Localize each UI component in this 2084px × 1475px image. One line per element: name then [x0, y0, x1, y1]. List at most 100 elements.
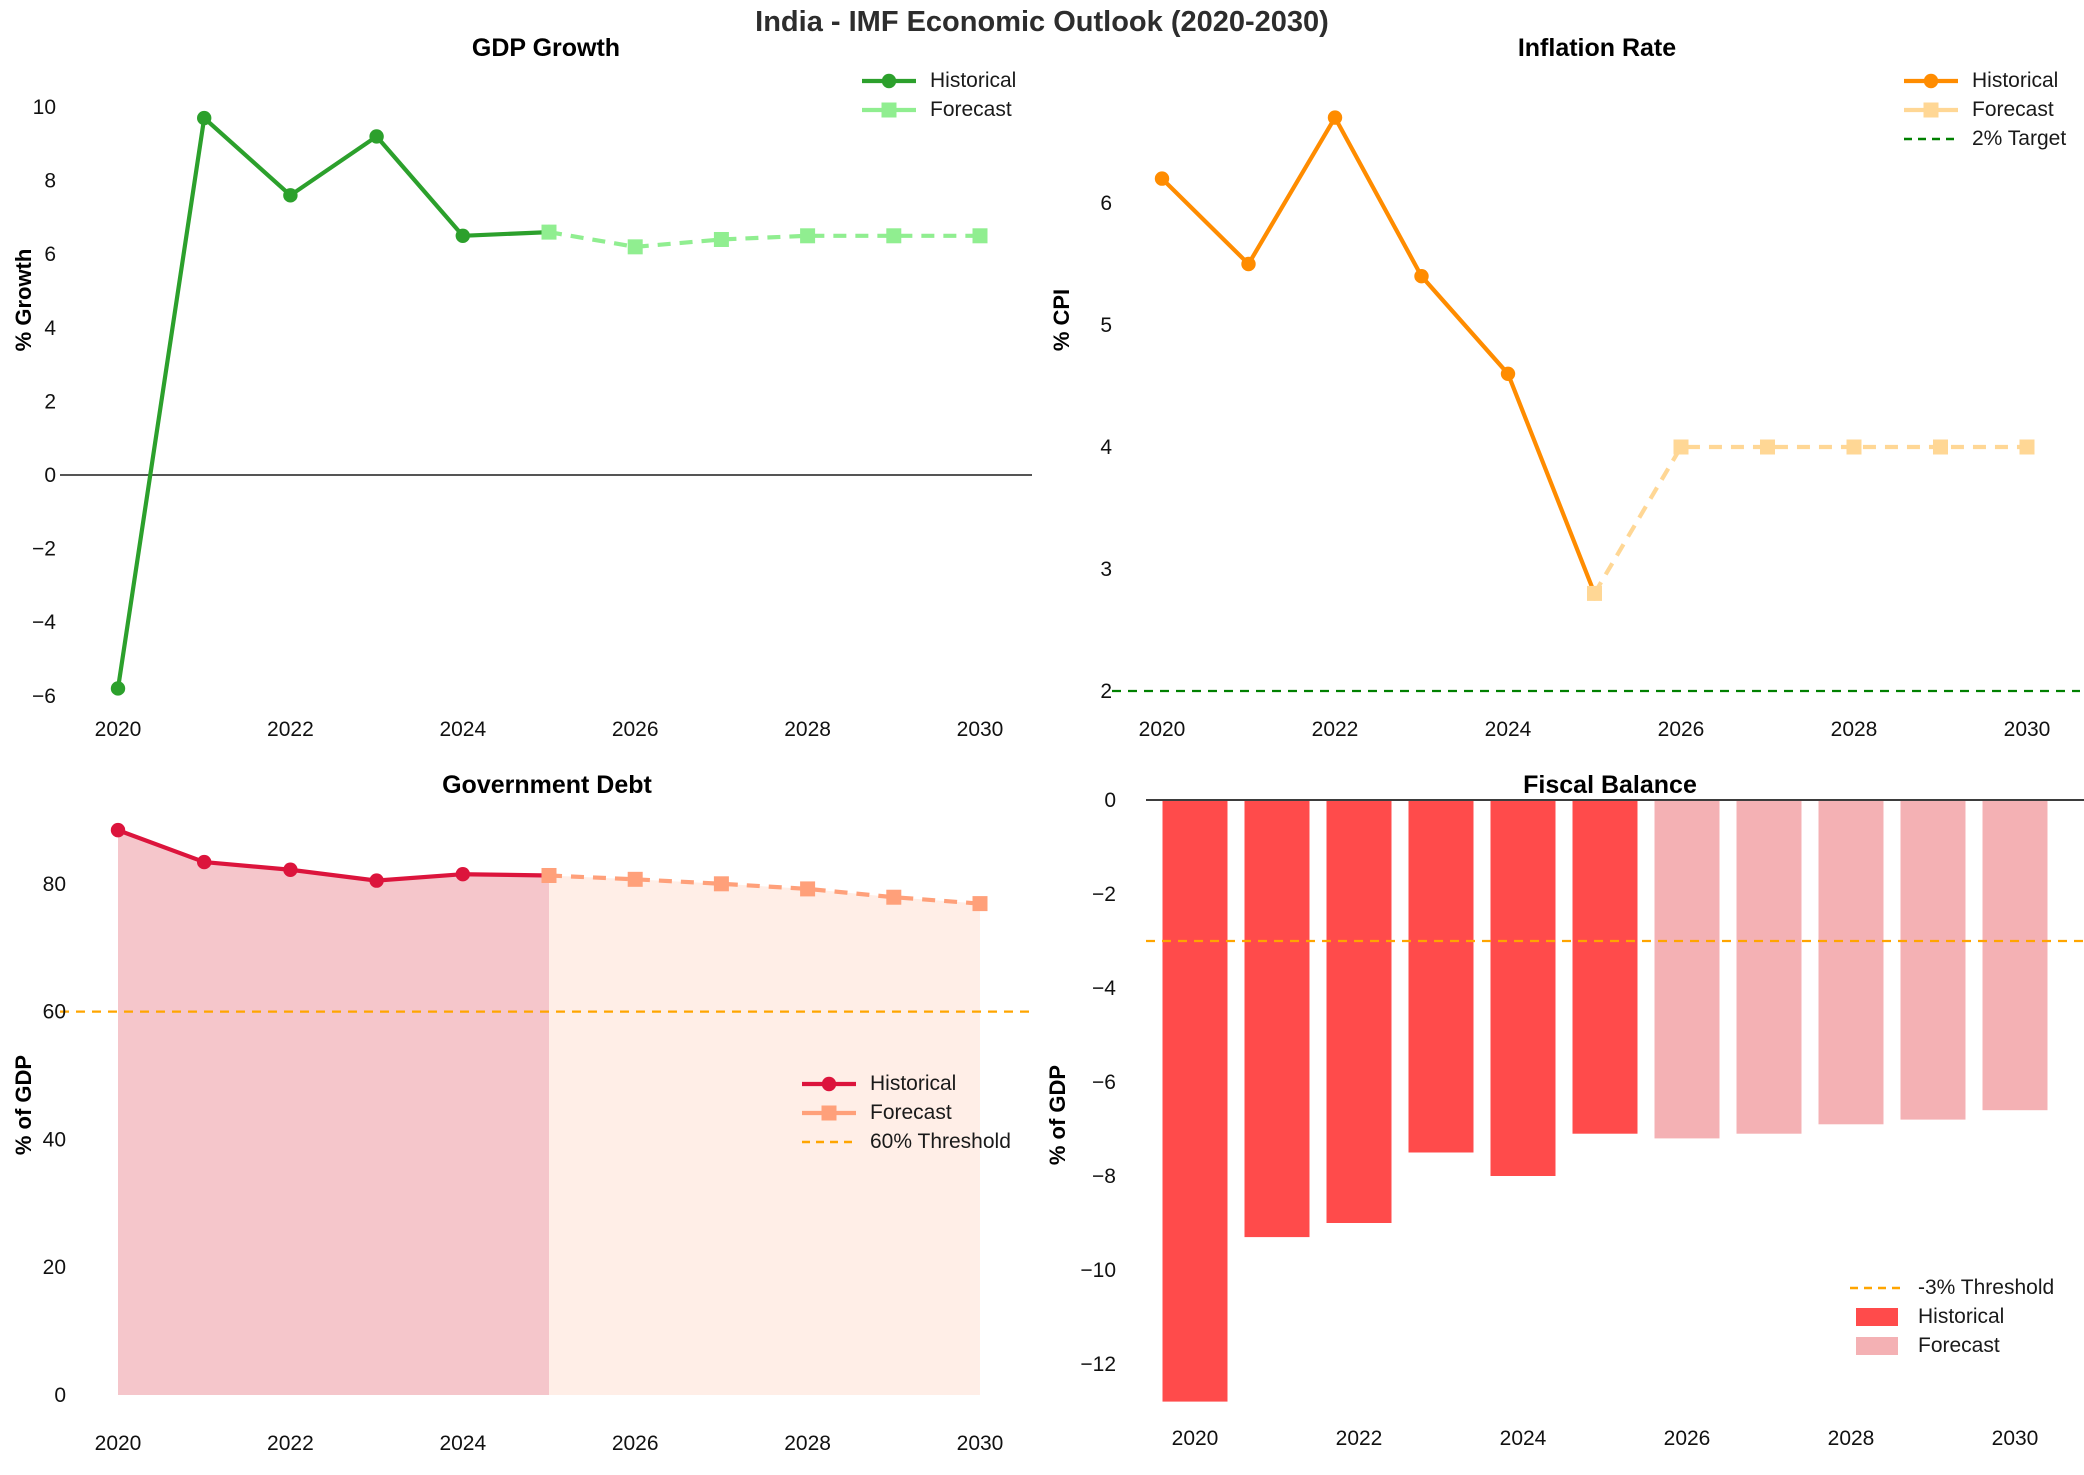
debt-historical-series [110, 822, 557, 888]
debt-chart-title: Government Debt [442, 771, 652, 799]
gdp-marker-2023 [369, 129, 384, 144]
fiscal-bar-2026 [1654, 800, 1720, 1139]
legend-label: Historical [930, 69, 1017, 92]
gdp-chart-title: GDP Growth [471, 34, 621, 62]
inflation-y-tick-4: 4 [1100, 436, 1112, 459]
legend-label: Forecast [870, 1101, 952, 1124]
inflation-marker-2029 [1933, 439, 1948, 455]
debt-x-tick-2020: 2020 [95, 1432, 142, 1455]
debt-marker-2026 [627, 871, 643, 887]
inflation-marker-2022 [1327, 110, 1343, 125]
fiscal-bar-2025 [1572, 800, 1638, 1134]
debt-forecast-series [541, 867, 988, 912]
legend-swatch-line-circle-icon [1902, 71, 1960, 91]
gdp-x-tick-2022: 2022 [267, 718, 314, 741]
legend-swatch-dash-icon [1902, 129, 1960, 149]
inflation-marker-2025 [1587, 585, 1602, 601]
debt-y-tick-20: 20 [43, 1256, 66, 1279]
debt-x-axis-ticks: 2020 2022 2024 2026 2028 2030 [95, 1432, 1004, 1455]
gdp-y-axis-label: % Growth [11, 248, 36, 352]
fiscal-bar-2022 [1326, 800, 1392, 1223]
debt-marker-2021 [197, 854, 212, 870]
gdp-forecast-line [548, 230, 980, 249]
fiscal-legend: -3% Threshold Historical Forecast [1848, 1277, 2054, 1364]
inflation-marker-2030 [2019, 439, 2035, 455]
legend-swatch-line-square-icon [860, 100, 918, 120]
fiscal-historical-bars [1162, 800, 1638, 1402]
legend-swatch-dash-icon [800, 1132, 858, 1152]
legend-label: Historical [870, 1072, 957, 1095]
legend-item-forecast: Forecast [800, 1102, 1011, 1123]
gdp-y-tick-6: 6 [44, 243, 56, 266]
legend-item-forecast: Forecast [860, 99, 1016, 120]
legend-item-historical: Historical [800, 1073, 1011, 1094]
fiscal-bar-2020 [1162, 800, 1228, 1402]
gdp-marker-2021 [197, 110, 212, 126]
debt-y-tick-80: 80 [43, 873, 66, 896]
inflation-marker-2026 [1673, 439, 1689, 455]
legend-label: Historical [1972, 69, 2059, 92]
fiscal-y-tick--6: −6 [1092, 1071, 1116, 1094]
legend-swatch-line-square-icon [1902, 100, 1960, 120]
fiscal-y-tick-0: 0 [1104, 789, 1116, 812]
legend-item-2-target: 2% Target [1902, 128, 2066, 149]
debt-y-tick-60: 60 [43, 1001, 66, 1024]
inflation-marker-2020 [1154, 171, 1170, 186]
gdp-x-tick-2024: 2024 [439, 718, 486, 741]
legend-label: Historical [1918, 1305, 2005, 1328]
inflation-legend: Historical Forecast 2% Target [1902, 70, 2066, 157]
debt-y-axis-label: % of GDP [11, 1054, 36, 1156]
gdp-marker-2030 [972, 228, 988, 244]
inflation-marker-2027 [1760, 439, 1775, 455]
debt-forecast-area-fill [549, 875, 980, 1395]
government-debt-chart: 2020 2022 2024 2026 2028 2030 80 60 40 20 0 Govern… [0, 737, 1042, 1475]
figure-main-title: India - IMF Economic Outlook (2020-2030) [755, 6, 1329, 38]
debt-x-tick-2028: 2028 [784, 1432, 831, 1455]
inflation-x-tick-2024: 2024 [1485, 718, 1532, 741]
fiscal-bar-2028 [1818, 800, 1884, 1125]
inflation-x-tick-2020: 2020 [1139, 718, 1186, 741]
fiscal-chart-title: Fiscal Balance [1523, 771, 1697, 799]
inflation-forecast-series [1587, 439, 2035, 601]
debt-marker-2028 [800, 881, 816, 897]
fiscal-y-tick--2: −2 [1092, 883, 1116, 906]
gdp-plot-area: 2020 2022 2024 2026 2028 2030 10 8 6 4 2 0 −2 −4 −6 [32, 96, 1032, 741]
inflation-marker-2023 [1414, 269, 1429, 284]
inflation-x-axis-ticks: 2020 2022 2024 2026 2028 2030 [1139, 718, 2051, 741]
debt-historical-line [117, 828, 550, 883]
fiscal-y-axis-label: % of GDP [1045, 1064, 1070, 1166]
inflation-marker-2024 [1500, 366, 1516, 381]
inflation-x-tick-2028: 2028 [1831, 718, 1878, 741]
fiscal-x-tick-2028: 2028 [1828, 1427, 1875, 1450]
debt-marker-2030 [972, 896, 988, 912]
legend-item-forecast: Forecast [1848, 1335, 2054, 1356]
gdp-x-tick-2020: 2020 [95, 718, 142, 741]
gdp-y-tick--2: −2 [32, 538, 56, 561]
legend-label: Forecast [1918, 1334, 2000, 1357]
gdp-y-tick-10: 10 [33, 96, 56, 119]
fiscal-y-tick--12: −12 [1080, 1353, 1116, 1376]
inflation-forecast-line [1592, 444, 2027, 595]
legend-swatch-line-circle-icon [860, 71, 918, 91]
inflation-x-tick-2022: 2022 [1312, 718, 1359, 741]
legend-swatch-line-square-icon [800, 1103, 858, 1123]
debt-x-tick-2026: 2026 [612, 1432, 659, 1455]
inflation-marker-2021 [1241, 256, 1256, 272]
gdp-x-tick-2030: 2030 [957, 718, 1004, 741]
fiscal-plot-area: 2020 2022 2024 2026 2028 2030 0 −2 −4 −6 −8 −10 −12 [1080, 789, 2084, 1450]
debt-y-axis-ticks: 80 60 40 20 0 [43, 873, 66, 1407]
legend-swatch-patch-icon [1848, 1336, 1906, 1356]
inflation-x-tick-2030: 2030 [2004, 718, 2051, 741]
gdp-x-tick-2028: 2028 [784, 718, 831, 741]
inflation-x-tick-2026: 2026 [1658, 718, 1705, 741]
gdp-marker-2029 [886, 228, 902, 244]
legend-label: Forecast [1972, 98, 2054, 121]
inflation-rate-chart: 2020 2022 2024 2026 2028 2030 6 5 4 3 2 Inflation … [1042, 0, 2084, 741]
debt-y-tick-0: 0 [54, 1384, 66, 1407]
gdp-marker-2027 [713, 231, 729, 247]
debt-y-tick-40: 40 [43, 1128, 66, 1151]
debt-marker-2025 [541, 867, 557, 883]
fiscal-bar-2023 [1408, 800, 1474, 1153]
fiscal-x-tick-2022: 2022 [1336, 1427, 1383, 1450]
